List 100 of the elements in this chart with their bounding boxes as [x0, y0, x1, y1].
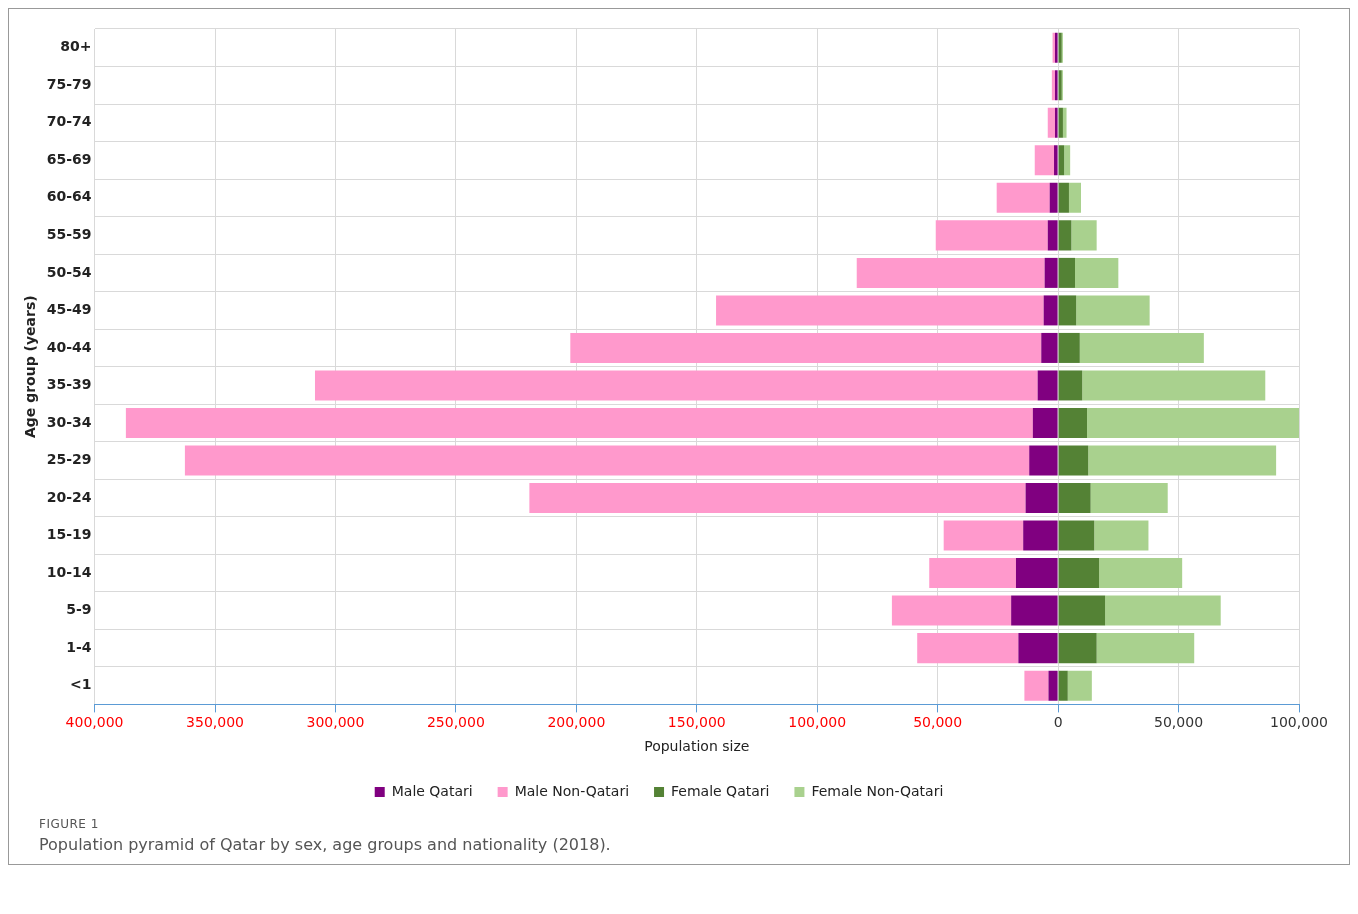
- bar: [1043, 295, 1058, 326]
- y-tick-label: 60-64: [46, 188, 92, 205]
- y-tick-label: 25-29: [46, 451, 92, 468]
- bar: [1029, 445, 1058, 476]
- y-tick-label: 45-49: [46, 301, 92, 318]
- bar: [1058, 445, 1089, 476]
- y-tick-label: 40-44: [46, 338, 92, 355]
- bar: [929, 558, 1016, 589]
- bar: [1058, 332, 1080, 363]
- bar: [1067, 670, 1092, 701]
- bar: [1058, 257, 1075, 288]
- bar: [1058, 182, 1069, 213]
- bar: [1068, 182, 1081, 213]
- x-tick-label: 300,000: [306, 714, 365, 731]
- x-tick-label: 0: [1053, 714, 1063, 731]
- x-tick-label: 50,000: [1154, 714, 1204, 731]
- bar: [1082, 370, 1266, 401]
- y-tick-label: 80+: [60, 38, 92, 55]
- x-tick-label: 250,000: [426, 714, 485, 731]
- y-tick-label: 15-19: [46, 526, 92, 543]
- text: Population pyramid of Qatar by sex, age groups and nationality (2018).: [39, 835, 612, 854]
- bar: [716, 295, 1044, 326]
- y-tick-label: 5-9: [66, 601, 92, 618]
- x-tick-label: 200,000: [547, 714, 606, 731]
- bar: [1088, 445, 1277, 476]
- y-tick-label: 30-34: [46, 413, 92, 430]
- legend-label: Female Non-Qatari: [811, 782, 944, 799]
- bar: [943, 520, 1024, 551]
- bar: [529, 483, 1026, 514]
- bar: [1032, 407, 1058, 438]
- bar: [1094, 520, 1149, 551]
- bar: [570, 332, 1042, 363]
- y-tick-label: 50-54: [46, 263, 92, 280]
- bar: [125, 407, 1033, 438]
- bar: [1058, 220, 1072, 251]
- bar: [1076, 295, 1150, 326]
- bar: [1058, 295, 1077, 326]
- legend-label: Male Qatari: [391, 782, 473, 799]
- bar: [1058, 520, 1095, 551]
- bar: [1034, 145, 1055, 176]
- bar: [1058, 407, 1088, 438]
- bar: [314, 370, 1038, 401]
- bar: [1044, 257, 1058, 288]
- x-tick-label: 400,000: [65, 714, 124, 731]
- bar: [1058, 370, 1083, 401]
- y-tick-label: 1-4: [66, 638, 92, 655]
- bar: [1024, 670, 1049, 701]
- y-tick-label: 75-79: [46, 75, 92, 92]
- bar: [891, 595, 1012, 626]
- y-tick-label: 65-69: [46, 150, 92, 167]
- bar: [1058, 145, 1065, 176]
- bar: [1074, 257, 1119, 288]
- bar: [1071, 220, 1097, 251]
- bar: [1025, 483, 1058, 514]
- bar: [1023, 520, 1058, 551]
- y-axis-title: Age group (years): [22, 295, 39, 439]
- x-tick-label: 350,000: [186, 714, 244, 731]
- bar: [1058, 107, 1063, 138]
- bar: [1058, 670, 1068, 701]
- bar: [856, 257, 1045, 288]
- bar: [1105, 595, 1221, 626]
- bar: [1058, 595, 1106, 626]
- bar: [1011, 595, 1058, 626]
- bar: [1015, 558, 1058, 589]
- bar: [1049, 182, 1058, 213]
- bar: [1058, 558, 1100, 589]
- y-tick-label: <1: [70, 676, 92, 693]
- y-tick-label: 10-14: [46, 563, 92, 580]
- y-tick-label: 70-74: [46, 113, 92, 130]
- bar: [1058, 483, 1091, 514]
- bar: [1064, 145, 1071, 176]
- bar: [1054, 107, 1058, 138]
- bar: [1047, 107, 1055, 138]
- bar: [996, 182, 1050, 213]
- bar: [1090, 483, 1168, 514]
- x-tick-label: 100,000: [788, 714, 847, 731]
- y-tick-label: 20-24: [46, 488, 92, 505]
- bar: [1058, 633, 1097, 664]
- x-tick-label: 150,000: [667, 714, 726, 731]
- bar: [1018, 633, 1058, 664]
- bar: [1062, 107, 1067, 138]
- x-tick-label: 50,000: [913, 714, 963, 731]
- y-tick-label: 35-39: [46, 376, 92, 393]
- bar: [935, 220, 1048, 251]
- x-axis-title: Population size: [644, 738, 750, 755]
- caption: FIGURE 1: [39, 817, 100, 831]
- bar: [1037, 370, 1058, 401]
- bar: [1041, 332, 1058, 363]
- bar: [1087, 407, 1299, 438]
- bar: [184, 445, 1030, 476]
- legend-label: Male Non-Qatari: [514, 782, 630, 799]
- legend-label: Female Qatari: [671, 782, 770, 799]
- bar: [1051, 70, 1055, 101]
- bar: [1079, 332, 1204, 363]
- bar: [1047, 220, 1058, 251]
- bar: [1054, 145, 1058, 176]
- x-tick-label: 100,000: [1270, 714, 1328, 731]
- y-tick-label: 55-59: [46, 226, 92, 243]
- bar: [1048, 670, 1058, 701]
- bar: [1099, 558, 1183, 589]
